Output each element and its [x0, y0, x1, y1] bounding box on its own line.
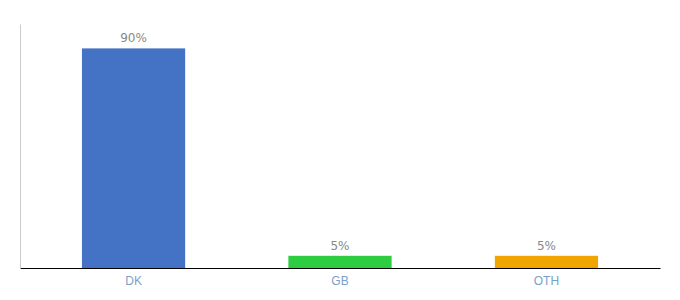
- x-axis-line: [21, 268, 661, 269]
- bars: [82, 48, 598, 268]
- data-labels: 90% 5% 5%: [120, 31, 556, 252]
- x-axis: DK GB OTH: [21, 269, 661, 288]
- y-axis: [20, 25, 21, 269]
- x-tick-label: OTH: [534, 274, 559, 288]
- bar: [495, 256, 598, 268]
- bar: [288, 256, 391, 268]
- data-label: 90%: [120, 31, 147, 45]
- plot: DK GB OTH 90% 5% 5%: [21, 25, 661, 288]
- bar: [82, 48, 185, 268]
- y-axis-line: [20, 25, 21, 269]
- x-tick: OTH: [534, 274, 559, 288]
- x-tick: GB: [331, 274, 348, 288]
- data-label: 5%: [330, 239, 349, 253]
- chart: DK GB OTH 90% 5% 5%: [0, 0, 680, 300]
- x-tick-label: DK: [125, 274, 142, 288]
- data-label: 5%: [537, 239, 556, 253]
- x-tick-label: GB: [331, 274, 348, 288]
- x-tick: DK: [125, 274, 142, 288]
